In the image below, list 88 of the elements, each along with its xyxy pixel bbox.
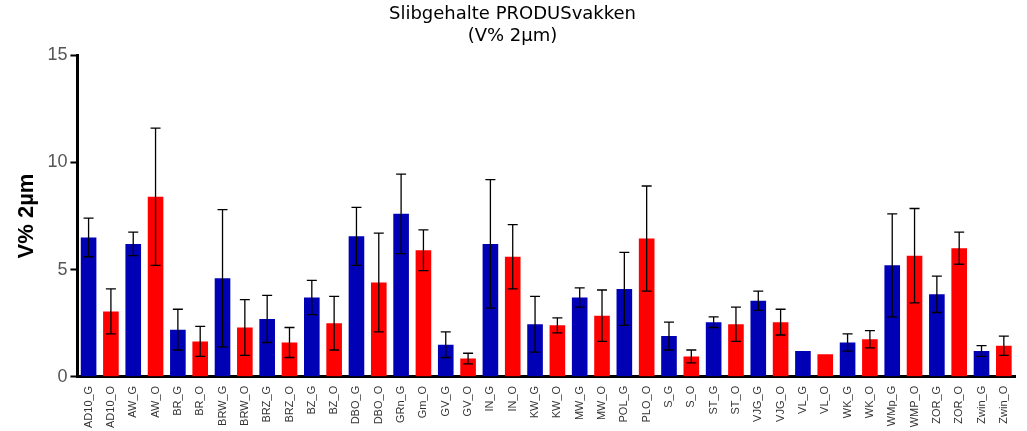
x-tick-label: GV_O <box>461 385 474 417</box>
x-tick-label: AW_G <box>126 385 139 418</box>
x-tick-label: AD10_O <box>103 385 116 429</box>
x-tick-label: POL_G <box>617 385 630 423</box>
bar <box>348 236 365 377</box>
y-tick-label: 5 <box>57 258 68 279</box>
bar <box>80 237 97 377</box>
x-tick-label: VL_G <box>795 385 808 414</box>
bar <box>170 329 186 377</box>
bar <box>683 356 700 377</box>
x-tick-label: BRW_O <box>237 385 250 426</box>
bar <box>996 345 1012 377</box>
x-tick-label: BZ_O <box>327 385 340 415</box>
bar <box>237 327 253 377</box>
bar <box>817 354 834 377</box>
bar <box>750 300 767 377</box>
x-tick-label: MW_O <box>595 385 608 421</box>
x-tick-label: ST_O <box>728 385 741 415</box>
chart-subtitle: (V% 2µm) <box>467 24 558 46</box>
y-axis-title: V% 2µm <box>13 173 39 259</box>
bar <box>103 311 119 377</box>
x-tick-label: AD10_G <box>81 385 94 429</box>
bar <box>884 265 901 377</box>
chart-title: Slibgehalte PRODUSvakken <box>388 2 637 24</box>
x-tick-label: AW_O <box>148 385 161 418</box>
x-tick-label: WK_O <box>862 385 875 419</box>
bar <box>192 341 209 377</box>
x-tick-label: VL_O <box>818 385 831 414</box>
x-tick-label: WK_G <box>840 385 853 419</box>
x-tick-label: BRW_G <box>215 385 228 426</box>
x-tick-label: ZOR_O <box>952 385 965 424</box>
x-tick-label: S_O <box>684 385 697 408</box>
bar <box>482 243 499 377</box>
x-tick-label: PLO_O <box>639 385 652 423</box>
x-tick-label: BR_O <box>193 385 206 416</box>
bar <box>415 250 432 377</box>
x-tick-label: BZ_G <box>304 385 317 415</box>
x-tick-label: Zwin_O <box>996 385 1009 424</box>
x-tick-label: BR_G <box>170 385 183 416</box>
x-tick-label: KW_O <box>550 385 563 419</box>
bar <box>504 256 521 377</box>
x-tick-label: WMp_G <box>885 385 898 427</box>
x-tick-label: Zwin_G <box>974 385 987 424</box>
bar <box>973 351 990 377</box>
bar <box>906 255 923 377</box>
x-tick-label: ZOR_G <box>929 385 942 424</box>
bar <box>795 351 811 377</box>
bar <box>437 344 454 377</box>
x-tick-label: BRZ_O <box>282 385 295 423</box>
bar <box>214 278 231 377</box>
x-tick-label: S_G <box>662 385 675 408</box>
bar <box>728 324 744 377</box>
bar <box>772 322 789 377</box>
bar <box>527 324 543 377</box>
bar <box>616 288 633 377</box>
x-tick-label: WMP_O <box>907 385 920 428</box>
bar <box>661 336 677 377</box>
bar <box>571 297 588 377</box>
bar <box>638 238 655 377</box>
bar <box>147 196 164 377</box>
x-tick-label: GV_G <box>438 385 451 417</box>
x-tick-label: DBO_G <box>349 385 362 425</box>
x-tick-label: Gm_O <box>416 385 429 419</box>
bar <box>594 315 610 377</box>
bar <box>125 243 142 377</box>
bar <box>370 282 387 377</box>
x-tick-label: ST_G <box>706 385 719 415</box>
x-tick-label: DBO_O <box>371 385 384 425</box>
y-tick-label: 0 <box>57 365 68 386</box>
bar <box>304 297 320 377</box>
bar <box>326 323 342 377</box>
x-tick-label: IN_O <box>505 385 518 412</box>
bar <box>862 339 878 377</box>
x-tick-label: VJG_G <box>751 385 764 422</box>
bar <box>951 248 968 377</box>
bar <box>705 322 722 377</box>
bar <box>929 294 945 377</box>
x-tick-label: GRn_G <box>394 385 407 424</box>
y-tick-label: 10 <box>47 151 68 172</box>
bar <box>393 213 409 377</box>
x-tick-label: IN_G <box>483 385 496 412</box>
x-tick-label: VJG_O <box>773 385 786 422</box>
y-tick-label: 15 <box>47 44 68 65</box>
x-tick-label: KW_G <box>528 385 541 419</box>
x-tick-label: MW_G <box>572 385 585 421</box>
bar <box>549 325 566 377</box>
bar <box>259 318 275 377</box>
x-tick-label: BRZ_G <box>260 385 273 423</box>
